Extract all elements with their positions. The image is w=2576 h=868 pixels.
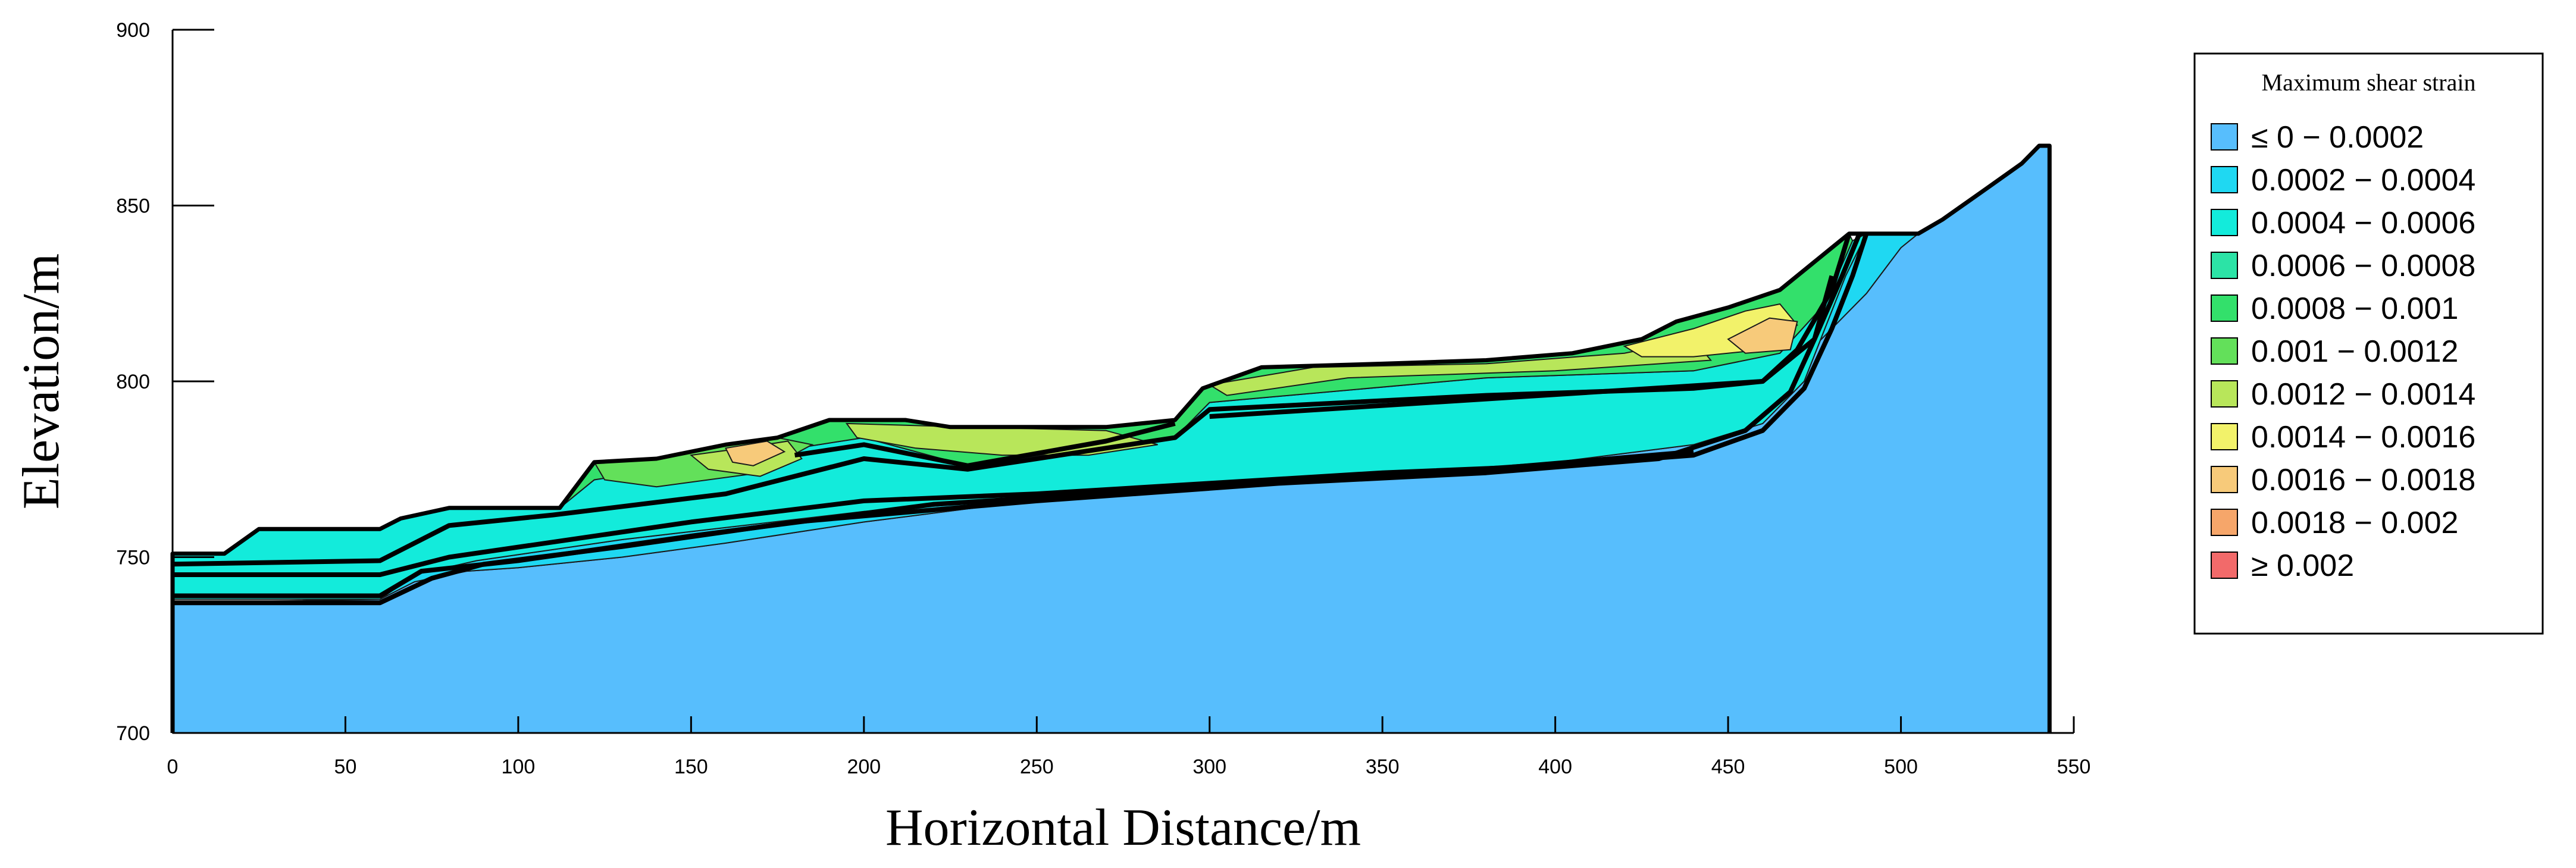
legend-label-9: 0.0016 − 0.0018 xyxy=(2251,463,2475,497)
legend-swatch-4 xyxy=(2211,252,2238,279)
legend-swatch-7 xyxy=(2211,380,2238,408)
x-tick-label-250: 250 xyxy=(1020,756,1054,778)
x-tick-label-50: 50 xyxy=(334,756,357,778)
legend-label-1: ≤ 0 − 0.0002 xyxy=(2251,120,2424,155)
legend-label-11: ≥ 0.002 xyxy=(2251,549,2354,583)
x-tick-label-450: 450 xyxy=(1711,756,1745,778)
x-tick-label-350: 350 xyxy=(1366,756,1400,778)
legend-swatch-5 xyxy=(2211,294,2238,322)
y-tick-label-850: 850 xyxy=(116,195,150,218)
x-tick-label-0: 0 xyxy=(167,756,179,778)
strain-zone-11 xyxy=(1727,317,1798,354)
legend-swatch-2 xyxy=(2211,166,2238,193)
legend-label-7: 0.0012 − 0.0014 xyxy=(2251,377,2475,412)
legend-label-5: 0.0008 − 0.001 xyxy=(2251,292,2458,326)
legend-label-4: 0.0006 − 0.0008 xyxy=(2251,249,2475,283)
strain-zone-7 xyxy=(725,440,786,466)
y-tick-label-800: 800 xyxy=(116,371,150,393)
x-tick-label-100: 100 xyxy=(502,756,536,778)
legend-title: Maximum shear strain xyxy=(2262,69,2476,96)
plot-area xyxy=(170,143,2052,734)
layer-boundary-3 xyxy=(173,449,1694,598)
x-axis-title: Horizontal Distance/m xyxy=(885,799,1361,857)
axes: 0 50 100 150 200 250 300 350 400 450 500 550 700 750 8… xyxy=(116,19,2090,778)
y-tick-label-700: 700 xyxy=(116,722,150,745)
slope-surface-outline xyxy=(170,143,2052,733)
x-tick-label-200: 200 xyxy=(847,756,881,778)
legend: Maximum shear strain ≤ 0 − 0.0002 0.0002 … xyxy=(2193,52,2544,635)
legend-label-6: 0.001 − 0.0012 xyxy=(2251,334,2458,369)
legend-swatch-6 xyxy=(2211,337,2238,365)
legend-swatch-3 xyxy=(2211,209,2238,236)
legend-box xyxy=(2193,52,2544,635)
legend-swatch-11 xyxy=(2211,551,2238,579)
y-axis-title: Elevation/m xyxy=(12,253,70,509)
legend-swatch-9 xyxy=(2211,466,2238,493)
legend-swatch-1 xyxy=(2211,123,2238,151)
layer-boundaries xyxy=(172,233,1869,606)
layer-boundary-1 xyxy=(173,233,1869,577)
legend-swatch-8 xyxy=(2211,423,2238,450)
slope-outline xyxy=(170,143,2052,733)
x-tick-label-550: 550 xyxy=(2057,756,2091,778)
legend-swatch-10 xyxy=(2211,509,2238,536)
x-tick-label-300: 300 xyxy=(1192,756,1226,778)
x-tick-label-500: 500 xyxy=(1884,756,1918,778)
legend-label-3: 0.0004 − 0.0006 xyxy=(2251,206,2475,240)
legend-label-8: 0.0014 − 0.0016 xyxy=(2251,420,2475,455)
layer-boundary-6 xyxy=(1209,275,1835,419)
legend-label-10: 0.0018 − 0.002 xyxy=(2251,506,2458,540)
legend-label-2: 0.0002 − 0.0004 xyxy=(2251,163,2475,198)
x-tick-label-150: 150 xyxy=(674,756,708,778)
layer-boundary-5 xyxy=(794,421,1176,468)
y-tick-label-900: 900 xyxy=(116,19,150,42)
y-tick-label-750: 750 xyxy=(116,547,150,569)
x-tick-label-400: 400 xyxy=(1538,756,1572,778)
legend-entries: ≤ 0 − 0.0002 0.0002 − 0.0004 0.0004 − 0.00… xyxy=(2211,120,2475,583)
